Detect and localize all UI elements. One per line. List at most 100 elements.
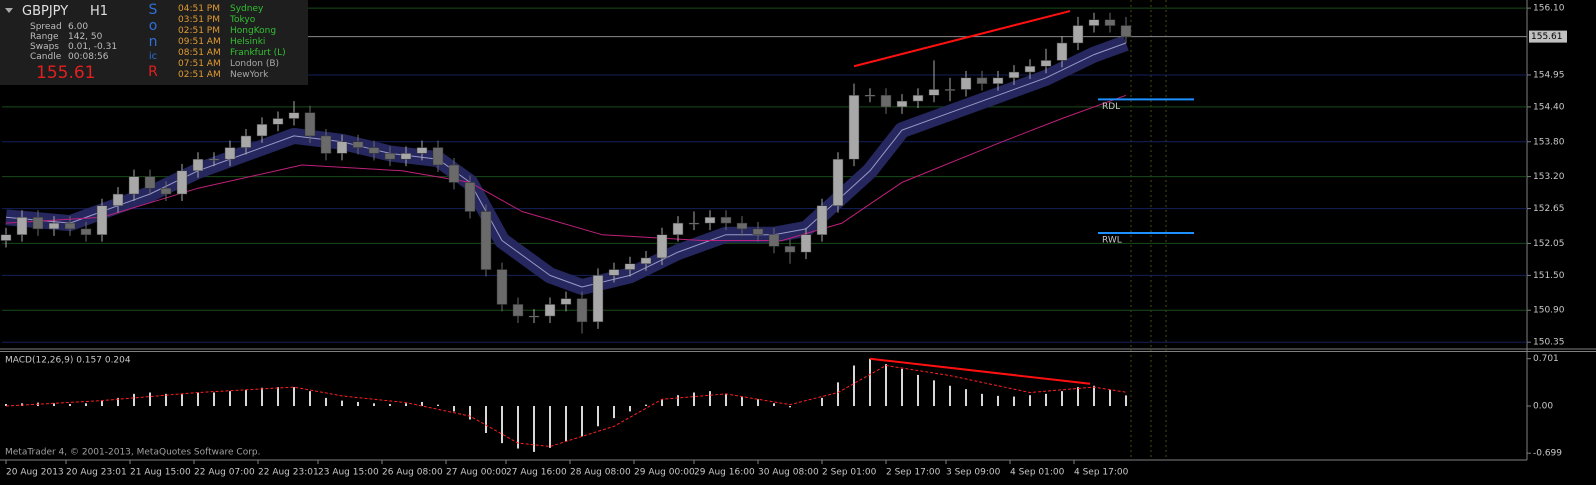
macd-bar: [133, 393, 135, 406]
macd-bar: [709, 391, 711, 406]
macd-bar: [501, 406, 503, 444]
y-tick-label: 154.95: [1533, 70, 1565, 80]
macd-bar: [229, 391, 231, 406]
macd-bar: [261, 387, 263, 406]
timeframe: H1: [90, 4, 109, 19]
candle-body: [832, 158, 844, 206]
session-row: 08:51 AM Frankfurt (L): [178, 48, 286, 59]
candle-body: [352, 141, 364, 148]
candle-body: [1088, 19, 1100, 26]
macd-bar: [1077, 387, 1079, 406]
candle-body: [384, 153, 396, 160]
macd-bar: [53, 403, 55, 406]
trend-line: [853, 10, 1071, 68]
y-tick-label: 152.05: [1533, 239, 1565, 249]
candle-body: [704, 217, 716, 224]
session-name: HongKong: [230, 26, 277, 36]
candle-body: [96, 205, 108, 235]
candle-body: [128, 176, 140, 195]
session-time: 02:51 AM: [178, 70, 221, 80]
candle-body: [768, 234, 780, 247]
x-tick-label: 23 Aug 15:00: [318, 468, 379, 478]
macd-bar: [453, 406, 455, 412]
candle-body: [848, 95, 860, 160]
stat-key: Swaps: [30, 42, 59, 52]
x-tick-label: 29 Aug 16:00: [694, 468, 755, 478]
candle-body: [448, 164, 460, 183]
session-name: Frankfurt (L): [230, 48, 286, 58]
macd-bar: [965, 389, 967, 406]
x-tick-label: 4 Sep 01:00: [1010, 468, 1065, 478]
session-row: 09:51 AM Helsinki: [178, 37, 286, 48]
candle-body: [640, 257, 652, 265]
brand-letter: R: [148, 64, 158, 80]
macd-bar: [373, 403, 375, 406]
brand-letter: n: [148, 34, 158, 50]
macd-bar: [357, 401, 359, 406]
macd-bar: [181, 393, 183, 406]
x-tick-label: 22 Aug 07:00: [194, 468, 255, 478]
macd-bar: [933, 380, 935, 406]
macd-bar: [565, 406, 567, 442]
macd-bar: [629, 406, 631, 412]
candle-body: [816, 205, 828, 235]
symbol: GBPJPY: [22, 4, 69, 19]
candle-body: [1024, 65, 1036, 73]
candle-body: [64, 222, 76, 230]
candle-body: [416, 147, 428, 154]
macd-bar: [1045, 393, 1047, 406]
candle-body: [800, 234, 812, 253]
candle-body: [288, 112, 300, 119]
candle-body: [32, 217, 44, 230]
stat-value: 6.00: [68, 22, 89, 32]
macd-bar: [869, 358, 871, 406]
macd-bar: [165, 393, 167, 406]
macd-bar: [1125, 395, 1127, 406]
ma-line: [5, 94, 1127, 241]
candle-body: [864, 95, 876, 97]
macd-bar: [277, 387, 279, 406]
candle-body: [688, 222, 700, 225]
macd-bar: [469, 406, 471, 420]
x-tick-label: 3 Sep 09:00: [946, 468, 1001, 478]
candle-body: [944, 89, 956, 91]
macd-bar: [1013, 396, 1015, 406]
session-row: 07:51 AM London (B): [178, 59, 286, 70]
macd-bar: [5, 403, 7, 406]
y-tick-label: 0.701: [1533, 354, 1559, 364]
trend-line: [869, 357, 1091, 385]
macd-bar: [421, 401, 423, 406]
macd-bar: [197, 392, 199, 406]
candle-body: [1104, 19, 1116, 26]
macd-bar: [917, 374, 919, 406]
info-panel: GBPJPY H1 Spread 6.00 Range 142, 50 Swaps 0.0…: [0, 0, 308, 85]
menu-arrow[interactable]: [5, 8, 13, 13]
session-row: 02:51 PM HongKong: [178, 26, 286, 37]
brand-letter: ic: [148, 51, 158, 62]
brand-letter: S: [148, 2, 158, 18]
macd-bar: [549, 406, 551, 448]
macd-bar: [101, 400, 103, 406]
brand-letter: o: [148, 18, 158, 34]
stat-row: Spread 6.00: [30, 22, 117, 32]
candle-body: [208, 158, 220, 161]
candle-body: [240, 135, 252, 148]
stats: Spread 6.00 Range 142, 50 Swaps 0.01, -0.31 Ca…: [30, 22, 117, 62]
stat-value: 142, 50: [68, 32, 103, 42]
macd-bar: [1029, 395, 1031, 406]
session-time: 09:51 AM: [178, 37, 221, 47]
candle-body: [80, 228, 92, 235]
candle-body: [976, 77, 988, 84]
x-tick-label: 27 Aug 00:00: [446, 468, 507, 478]
candle-body: [544, 304, 556, 317]
macd-bar: [821, 397, 823, 406]
macd-bar: [389, 403, 391, 406]
candle-body: [480, 211, 492, 270]
candle-body: [656, 234, 668, 259]
macd-bar: [837, 382, 839, 406]
candle-body: [896, 100, 908, 108]
x-tick-label: 4 Sep 17:00: [1074, 468, 1129, 478]
session-name: Sydney: [230, 4, 264, 14]
session-name: Helsinki: [230, 37, 266, 47]
